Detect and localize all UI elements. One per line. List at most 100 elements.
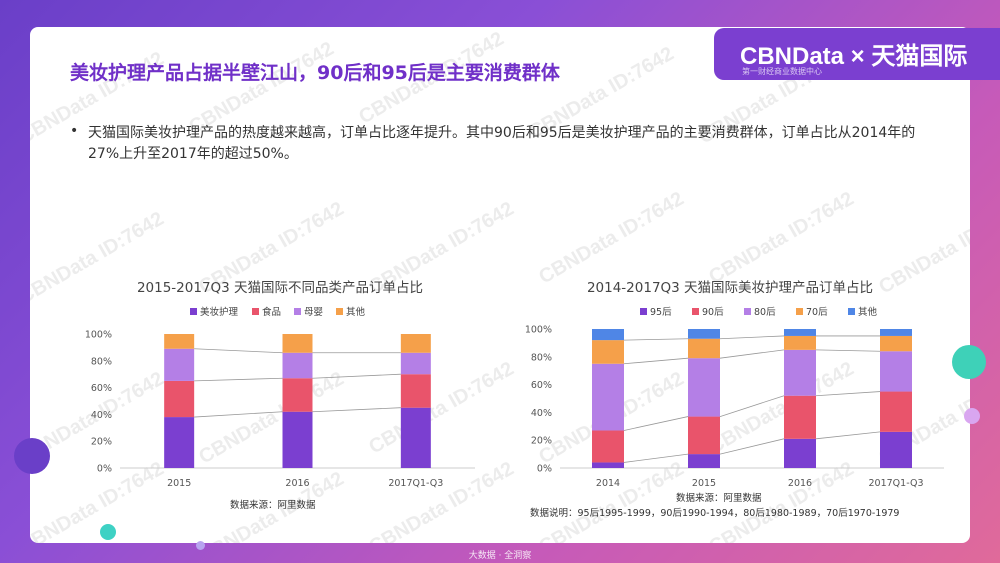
legend-swatch xyxy=(336,308,343,315)
connector-line xyxy=(312,373,401,379)
chart1-source: 数据来源：阿里数据 xyxy=(230,500,316,511)
bar-segment xyxy=(688,338,720,359)
y-tick-label: 0% xyxy=(97,464,112,475)
chart2-source: 数据来源：阿里数据 xyxy=(676,493,762,504)
x-tick-label: 2015 xyxy=(692,478,716,489)
y-tick-label: 20% xyxy=(531,436,552,447)
legend-label: 70后 xyxy=(806,307,828,318)
x-tick-label: 2016 xyxy=(788,478,812,489)
slide-card: CBNData ID:7642 CBNData ID:7642 CBNData ID… xyxy=(30,27,970,543)
legend-label: 食品 xyxy=(262,306,281,318)
x-tick-label: 2017Q1-Q3 xyxy=(388,478,443,489)
y-tick-label: 100% xyxy=(85,330,112,341)
decor-circle xyxy=(196,541,205,550)
connector-line xyxy=(623,338,689,341)
bar-segment xyxy=(592,340,624,364)
x-tick-label: 2014 xyxy=(596,478,620,489)
decor-circle xyxy=(952,345,986,379)
bar-segment xyxy=(880,335,912,352)
bar-segment xyxy=(592,363,624,431)
decor-circle xyxy=(100,524,116,540)
bar-segment xyxy=(592,329,624,341)
bar-segment xyxy=(592,462,624,468)
bullet-point: • 天猫国际美妆护理产品的热度越来越高，订单占比逐年提升。其中90后和95后是美… xyxy=(70,123,950,165)
legend-swatch xyxy=(294,308,301,315)
bar-segment xyxy=(400,334,431,353)
legend-swatch xyxy=(848,308,855,315)
legend-label: 其他 xyxy=(858,306,878,318)
connector-line xyxy=(719,335,785,340)
legend-label: 80后 xyxy=(754,307,776,318)
bar-segment xyxy=(164,348,195,381)
y-tick-label: 80% xyxy=(531,352,552,363)
bar-segment xyxy=(164,380,195,418)
bar-segment xyxy=(880,329,912,336)
brand-subtitle: 第一财经商业数据中心 xyxy=(742,67,822,76)
bar-segment xyxy=(784,395,816,439)
bar-segment xyxy=(784,438,816,468)
connector-line xyxy=(194,377,283,382)
y-tick-label: 100% xyxy=(525,325,552,336)
bar-segment xyxy=(688,416,720,455)
chart2-note: 数据说明：95后1995-1999，90后1990-1994，80后1980-1… xyxy=(530,508,900,519)
connector-line xyxy=(719,395,785,417)
bar-segment xyxy=(784,329,816,336)
bullet-marker: • xyxy=(70,123,79,139)
bar-segment xyxy=(784,335,816,350)
y-tick-label: 0% xyxy=(537,464,552,475)
connector-line xyxy=(719,438,785,455)
legend-label: 母婴 xyxy=(304,307,323,318)
footer-tagline: 大数据 · 全洞察 xyxy=(468,551,532,561)
y-tick-label: 20% xyxy=(91,437,112,448)
bar-segment xyxy=(164,334,195,349)
page-title: 美妆护理产品占据半壁江山，90后和95后是主要消费群体 xyxy=(70,62,560,84)
connector-line xyxy=(815,431,881,440)
bar-segment xyxy=(400,374,431,408)
brand-logo-text: CBNData × 天猫国际 xyxy=(740,43,968,70)
chart-title: 2014-2017Q3 天猫国际美妆护理产品订单占比 xyxy=(587,280,873,296)
bar-segment xyxy=(282,378,313,412)
connector-line xyxy=(194,411,283,418)
bar-segment xyxy=(282,334,313,353)
bar-segment xyxy=(688,358,720,417)
connector-line xyxy=(623,357,689,365)
legend-label: 95后 xyxy=(650,307,672,318)
connector-line xyxy=(623,416,689,431)
chart-title: 2015-2017Q3 天猫国际不同品类产品订单占比 xyxy=(137,280,423,296)
bar-segment xyxy=(784,349,816,396)
legend-label: 其他 xyxy=(346,306,366,318)
legend-swatch xyxy=(252,308,259,315)
y-tick-label: 60% xyxy=(91,383,112,394)
bar-segment xyxy=(688,329,720,339)
decor-circle xyxy=(14,438,50,474)
connector-line xyxy=(194,348,283,354)
x-tick-label: 2016 xyxy=(285,478,309,489)
decor-circle xyxy=(964,408,980,424)
y-tick-label: 40% xyxy=(91,410,112,421)
bar-segment xyxy=(282,411,313,468)
legend-swatch xyxy=(190,308,197,315)
bar-segment xyxy=(400,407,431,468)
legend-label: 美妆护理 xyxy=(200,306,239,318)
connector-line xyxy=(312,407,401,413)
y-tick-label: 60% xyxy=(531,380,552,391)
bar-segment xyxy=(164,417,195,468)
legend-swatch xyxy=(796,308,803,315)
x-tick-label: 2015 xyxy=(167,478,191,489)
bullet-text: 天猫国际美妆护理产品的热度越来越高，订单占比逐年提升。其中90后和95后是美妆护… xyxy=(88,125,916,162)
legend-label: 90后 xyxy=(702,307,724,318)
legend-swatch xyxy=(692,308,699,315)
bar-segment xyxy=(400,352,431,375)
chart-age-group-share: 2014-2017Q3 天猫国际美妆护理产品订单占比 95后 90后 80后 70后 其他… xyxy=(525,280,944,489)
bar-segment xyxy=(880,351,912,392)
bar-segment xyxy=(688,454,720,468)
brand-banner: CBNData × 天猫国际 第一财经商业数据中心 xyxy=(714,28,1000,80)
connector-line xyxy=(815,391,881,397)
connector-line xyxy=(815,349,881,352)
x-tick-label: 2017Q1-Q3 xyxy=(869,478,924,489)
y-tick-label: 80% xyxy=(91,356,112,367)
connector-line xyxy=(623,453,689,463)
bar-segment xyxy=(592,430,624,463)
legend-swatch xyxy=(640,308,647,315)
